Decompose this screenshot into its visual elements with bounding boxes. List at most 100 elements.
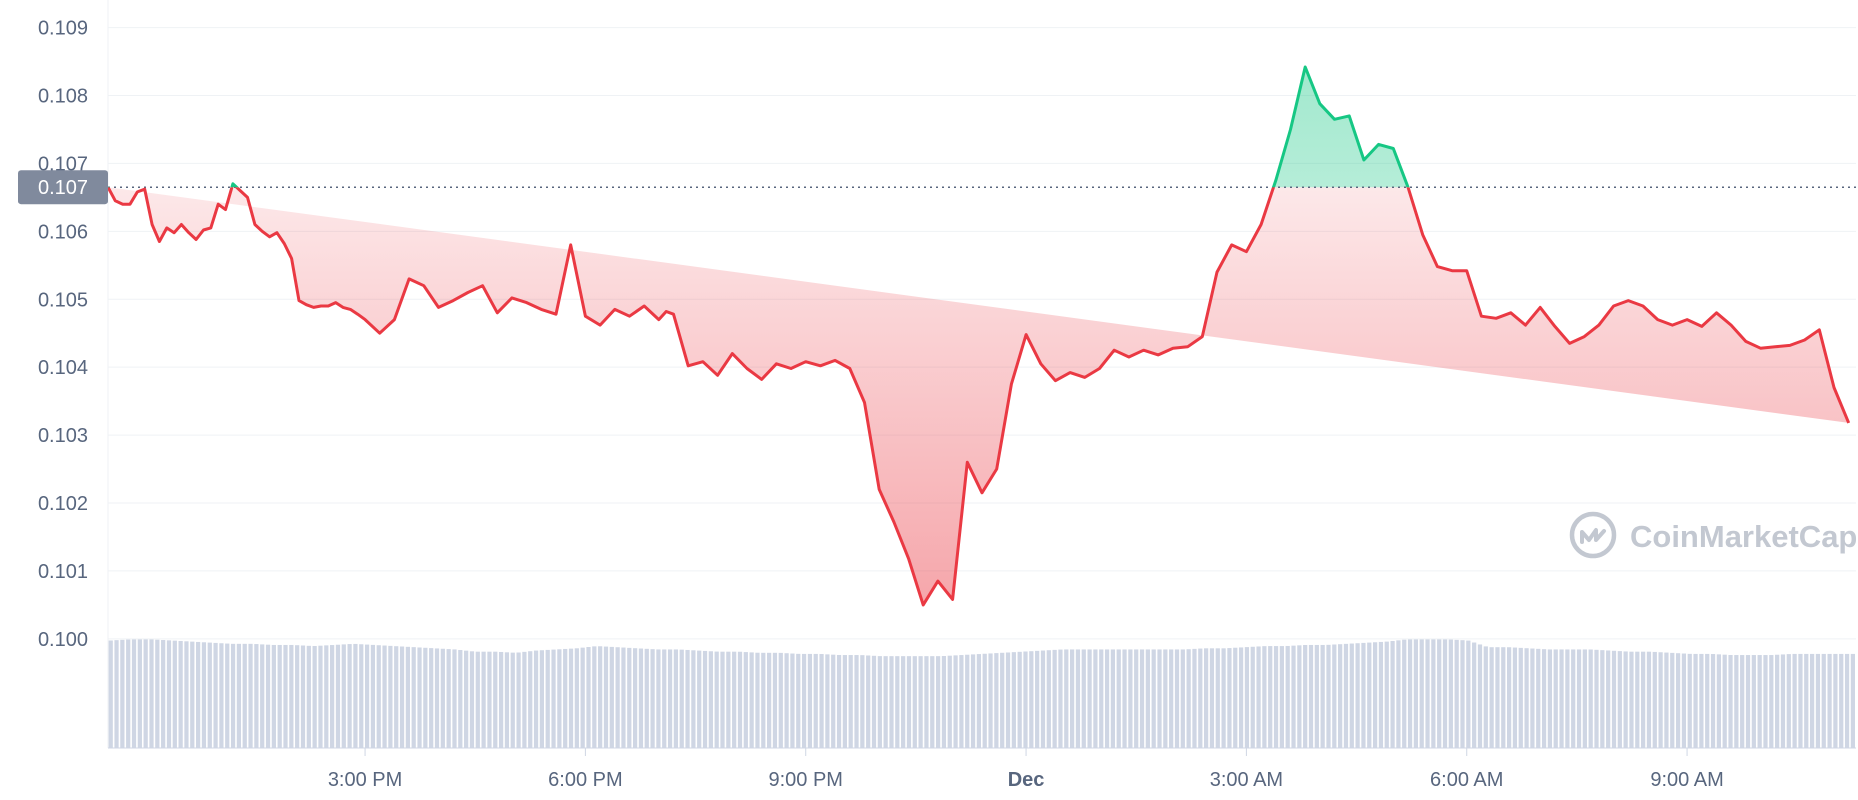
volume-bar: [260, 644, 265, 748]
volume-bar: [1215, 648, 1220, 748]
volume-bar: [901, 656, 906, 748]
price-line: [106, 65, 1851, 607]
volume-bar: [982, 653, 987, 748]
volume-bar: [1227, 648, 1232, 748]
volume-bar: [1792, 653, 1797, 748]
volume-bar: [405, 646, 410, 748]
volume-bar: [662, 649, 667, 748]
volume-bar: [1850, 653, 1855, 748]
volume-bar: [819, 654, 824, 748]
volume-bar: [1588, 649, 1593, 748]
volume-bar: [883, 656, 888, 748]
volume-bar: [1011, 652, 1016, 748]
volume-bar: [114, 640, 119, 748]
volume-bar: [1623, 651, 1628, 748]
volume-bar: [959, 655, 964, 748]
x-tick-label: Dec: [1008, 769, 1045, 791]
volume-bar: [1693, 653, 1698, 748]
volume-bar: [1256, 646, 1261, 748]
volume-bar: [1728, 654, 1733, 748]
volume-bar: [673, 649, 679, 748]
volume-bar: [137, 639, 142, 748]
volume-bar: [1675, 653, 1681, 748]
volume-bar: [1052, 649, 1057, 748]
y-tick-label: 0.107: [38, 153, 88, 175]
volume-bar: [895, 656, 900, 748]
volume-bar: [1652, 651, 1657, 748]
volume-bar: [1763, 655, 1768, 748]
volume-bar: [201, 642, 207, 748]
volume-bar: [399, 646, 405, 748]
volume-bar: [702, 650, 708, 748]
volume-bar: [749, 652, 754, 748]
volume-bar: [953, 655, 958, 748]
volume-bar: [271, 644, 276, 748]
volume-bar: [1507, 647, 1512, 748]
volume-bar: [813, 653, 818, 748]
volume-bar: [1716, 654, 1721, 748]
y-tick-label: 0.109: [38, 18, 88, 40]
volume-bar: [1454, 639, 1459, 748]
volume-bar: [289, 644, 294, 748]
volume-bar: [300, 645, 306, 748]
volume-bar: [1367, 642, 1372, 748]
volume-bar: [382, 645, 387, 748]
volume-bar: [1687, 653, 1692, 748]
volume-bar: [935, 656, 941, 748]
volume-bar: [1745, 655, 1751, 748]
volume-bar: [784, 653, 789, 748]
x-tick-label: 6:00 PM: [548, 769, 622, 791]
volume-bar: [1070, 649, 1075, 748]
price-line-below: [106, 187, 1851, 607]
volume-bar: [551, 649, 556, 748]
volume-bar: [621, 647, 626, 748]
volume-bar: [1268, 646, 1273, 748]
volume-bar: [1151, 649, 1156, 748]
volume-bar: [580, 647, 585, 748]
volume-bar: [312, 646, 317, 748]
volume-bar: [1087, 649, 1092, 748]
volume-bar: [1786, 654, 1791, 748]
volume-bar: [1029, 651, 1034, 748]
volume-bar: [394, 646, 399, 748]
volume-bar: [1017, 651, 1022, 748]
volume-bar: [644, 648, 649, 748]
volume-bar: [1670, 652, 1675, 748]
volume-bar: [277, 644, 282, 748]
volume-bar: [1571, 649, 1576, 748]
y-tick-label: 0.102: [38, 493, 88, 515]
volume-bar: [161, 640, 166, 748]
volume-bar: [1262, 646, 1267, 748]
volume-bar: [1355, 643, 1360, 748]
volume-bar: [248, 643, 253, 748]
volume-bar: [545, 649, 550, 748]
volume-bar: [1431, 639, 1436, 748]
volume-bar: [1775, 654, 1780, 748]
volume-bar: [347, 644, 352, 748]
volume-bar: [842, 655, 847, 748]
volume-bar: [1326, 644, 1331, 748]
volume-bar: [941, 656, 947, 748]
volume-bar: [1035, 650, 1040, 748]
volume-bar: [1541, 649, 1547, 748]
volume-bar: [172, 640, 177, 748]
volume-bar: [866, 655, 871, 748]
volume-bar: [1681, 653, 1687, 748]
volume-bar: [155, 639, 160, 748]
volume-bar: [1495, 647, 1500, 748]
volume-bar: [732, 651, 737, 748]
volume-bar: [877, 656, 882, 748]
area-below-reference: [108, 187, 1849, 605]
volume-bar: [1460, 640, 1465, 748]
volume-bar: [236, 643, 242, 748]
volume-bar: [510, 652, 515, 748]
volume-bar: [1664, 652, 1669, 748]
volume-bar: [1437, 639, 1442, 748]
volume-bar: [1233, 647, 1238, 748]
volume-bar: [796, 653, 801, 748]
volume-bar: [1174, 649, 1180, 748]
volume-bar: [1396, 640, 1401, 748]
volume-bar: [1553, 649, 1558, 748]
volume-bar: [1186, 649, 1191, 748]
volume-bar: [469, 651, 475, 748]
